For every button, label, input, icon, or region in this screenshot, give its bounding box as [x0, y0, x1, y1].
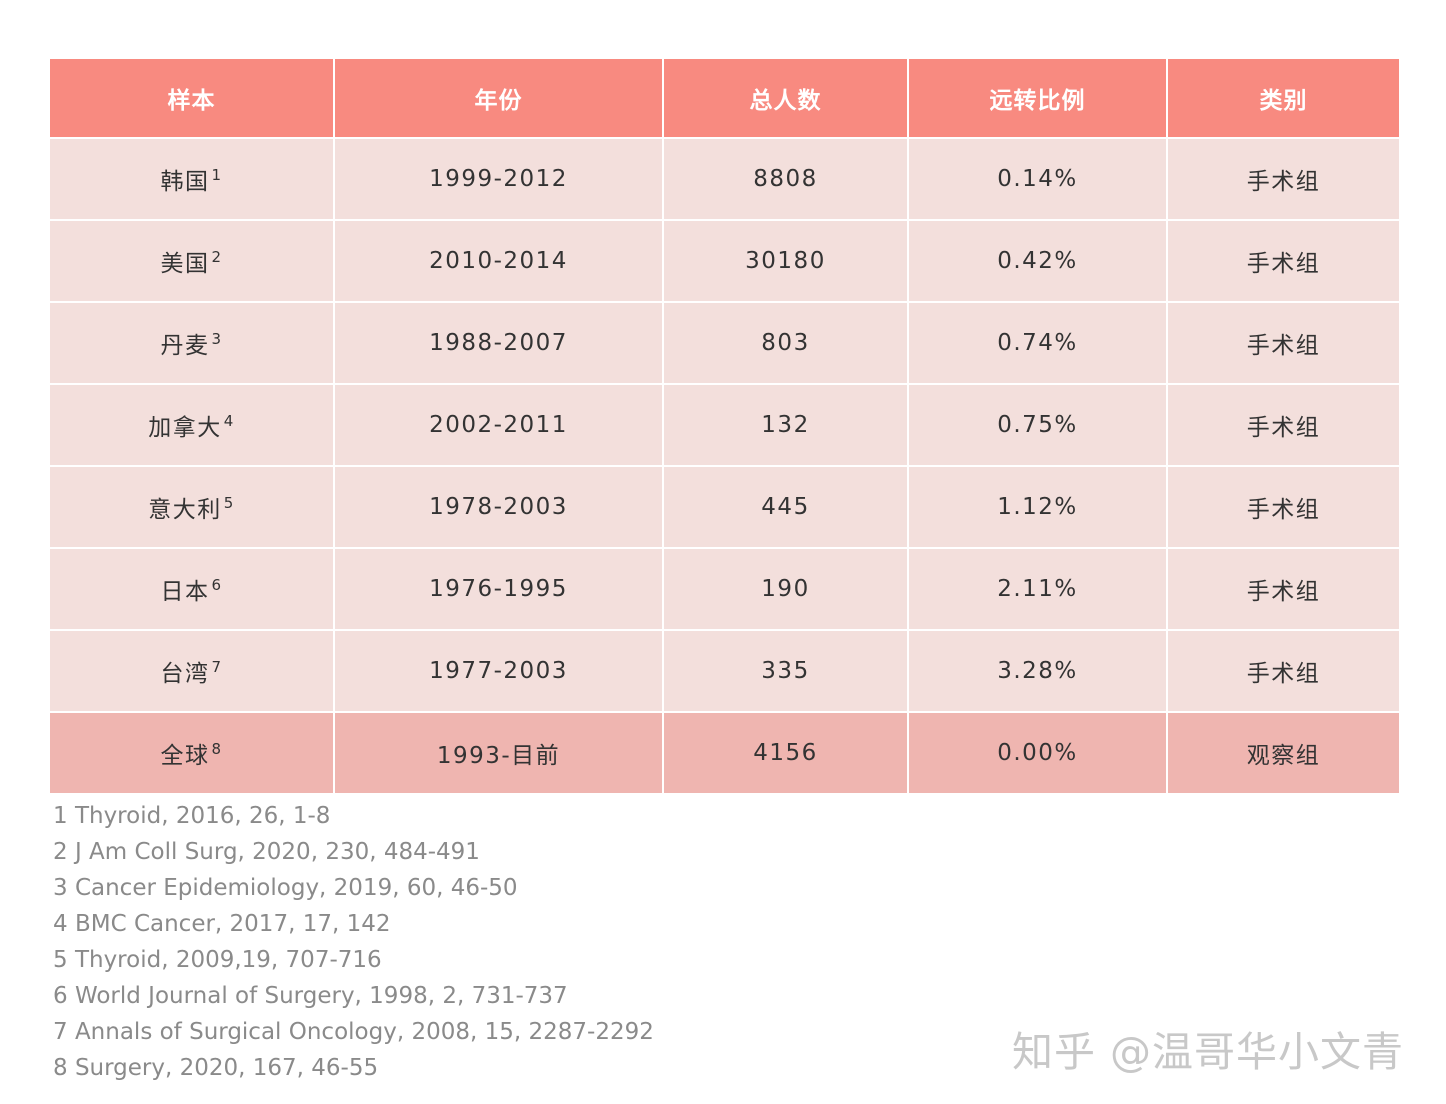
cell-years: 1988-2007: [333, 301, 664, 385]
cell-total: 803: [662, 301, 909, 385]
table-row: 日本 6 1976-1995 190 2.11% 手术组: [48, 547, 1401, 631]
cell-sample: 美国 2: [48, 219, 335, 303]
cell-years: 1977-2003: [333, 629, 664, 713]
table-row-summary: 全球 8 1993-目前 4156 0.00% 观察组: [48, 711, 1401, 795]
cell-category: 手术组: [1166, 301, 1401, 385]
reference-item: 1 Thyroid, 2016, 26, 1-8: [53, 803, 331, 829]
sample-name: 日本: [160, 579, 210, 605]
cell-ratio: 0.00%: [907, 711, 1168, 795]
reference-item: 6 World Journal of Surgery, 1998, 2, 731…: [53, 983, 568, 1009]
cell-sample: 加拿大 4: [48, 383, 335, 467]
cell-category: 手术组: [1166, 465, 1401, 549]
header-total: 总人数: [662, 57, 909, 139]
cell-ratio: 1.12%: [907, 465, 1168, 549]
cell-ratio: 0.75%: [907, 383, 1168, 467]
cell-sample: 韩国 1: [48, 137, 335, 221]
cell-total: 190: [662, 547, 909, 631]
cell-sample: 全球 8: [48, 711, 335, 795]
header-category: 类别: [1166, 57, 1401, 139]
ref-marker: 1: [211, 166, 223, 184]
reference-item: 4 BMC Cancer, 2017, 17, 142: [53, 911, 391, 937]
cell-total: 445: [662, 465, 909, 549]
sample-name: 台湾: [160, 661, 210, 687]
table-header-row: 样本 年份 总人数 远转比例 类别: [48, 57, 1401, 139]
header-sample: 样本: [48, 57, 335, 139]
cell-ratio: 0.14%: [907, 137, 1168, 221]
cell-years: 1993-目前: [333, 711, 664, 795]
cell-category: 观察组: [1166, 711, 1401, 795]
sample-name: 韩国: [160, 169, 210, 195]
ref-marker: 8: [211, 740, 223, 758]
cell-total: 335: [662, 629, 909, 713]
reference-item: 8 Surgery, 2020, 167, 46-55: [53, 1055, 379, 1081]
cell-ratio: 0.74%: [907, 301, 1168, 385]
watermark: 知乎 @温哥华小文青: [1012, 1028, 1405, 1076]
table-row: 台湾 7 1977-2003 335 3.28% 手术组: [48, 629, 1401, 713]
sample-name: 丹麦: [160, 333, 210, 359]
cell-sample: 台湾 7: [48, 629, 335, 713]
ref-marker: 4: [223, 412, 235, 430]
cell-years: 1999-2012: [333, 137, 664, 221]
cell-category: 手术组: [1166, 383, 1401, 467]
reference-item: 7 Annals of Surgical Oncology, 2008, 15,…: [53, 1019, 654, 1045]
header-years: 年份: [333, 57, 664, 139]
cell-total: 132: [662, 383, 909, 467]
ref-marker: 7: [211, 658, 223, 676]
reference-list: 1 Thyroid, 2016, 26, 1-8 2 J Am Coll Sur…: [53, 798, 654, 1086]
reference-item: 2 J Am Coll Surg, 2020, 230, 484-491: [53, 839, 480, 865]
table-row: 丹麦 3 1988-2007 803 0.74% 手术组: [48, 301, 1401, 385]
cell-total: 30180: [662, 219, 909, 303]
reference-item: 5 Thyroid, 2009,19, 707-716: [53, 947, 382, 973]
cell-ratio: 0.42%: [907, 219, 1168, 303]
cell-sample: 意大利 5: [48, 465, 335, 549]
table-row: 美国 2 2010-2014 30180 0.42% 手术组: [48, 219, 1401, 303]
cell-category: 手术组: [1166, 629, 1401, 713]
sample-name: 意大利: [148, 497, 222, 523]
sample-name: 美国: [160, 251, 210, 277]
sample-name: 加拿大: [148, 415, 222, 441]
cell-category: 手术组: [1166, 219, 1401, 303]
cell-category: 手术组: [1166, 137, 1401, 221]
ref-marker: 6: [211, 576, 223, 594]
cell-total: 4156: [662, 711, 909, 795]
cell-ratio: 2.11%: [907, 547, 1168, 631]
table-row: 意大利 5 1978-2003 445 1.12% 手术组: [48, 465, 1401, 549]
cell-total: 8808: [662, 137, 909, 221]
cell-category: 手术组: [1166, 547, 1401, 631]
cell-years: 2010-2014: [333, 219, 664, 303]
ref-marker: 3: [211, 330, 223, 348]
cell-years: 1978-2003: [333, 465, 664, 549]
table-row: 韩国 1 1999-2012 8808 0.14% 手术组: [48, 137, 1401, 221]
cell-sample: 丹麦 3: [48, 301, 335, 385]
sample-name: 全球: [160, 743, 210, 769]
reference-item: 3 Cancer Epidemiology, 2019, 60, 46-50: [53, 875, 518, 901]
cell-years: 2002-2011: [333, 383, 664, 467]
cell-ratio: 3.28%: [907, 629, 1168, 713]
header-ratio: 远转比例: [907, 57, 1168, 139]
cell-sample: 日本 6: [48, 547, 335, 631]
table-row: 加拿大 4 2002-2011 132 0.75% 手术组: [48, 383, 1401, 467]
ref-marker: 5: [223, 494, 235, 512]
data-table: 样本 年份 总人数 远转比例 类别 韩国 1 1999-2012 8808 0.1…: [48, 57, 1401, 795]
cell-years: 1976-1995: [333, 547, 664, 631]
ref-marker: 2: [211, 248, 223, 266]
